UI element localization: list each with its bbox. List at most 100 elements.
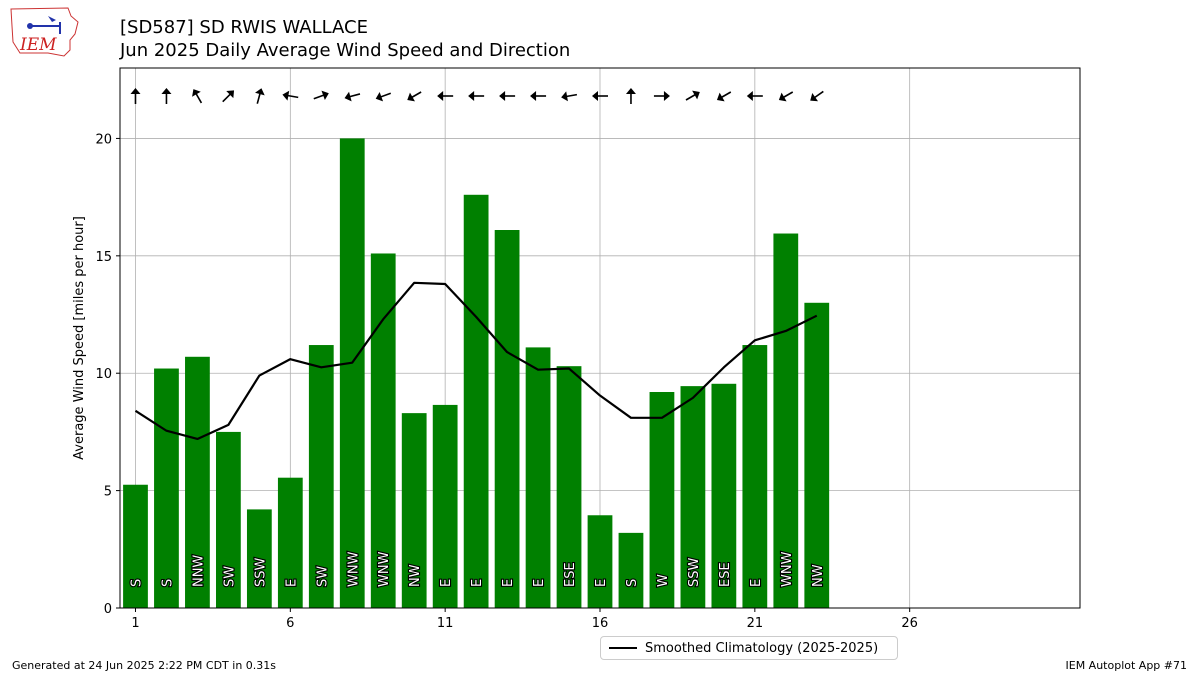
bar-day-6	[277, 477, 303, 608]
wind-arrow-head	[468, 91, 475, 101]
direction-label-day-22: WNW	[780, 551, 795, 587]
bar-day-12	[463, 194, 489, 609]
wind-arrow-day-7	[313, 90, 329, 101]
wind-arrow-day-8	[344, 91, 361, 102]
wind-arrow-shaft	[720, 91, 732, 99]
direction-label-day-12: E	[470, 579, 485, 587]
wind-arrow-head	[692, 90, 700, 100]
wind-arrow-day-22	[778, 91, 794, 102]
direction-label-day-23: NW	[811, 564, 826, 587]
y-axis-label: Average Wind Speed [miles per hour]	[72, 216, 87, 460]
direction-label-day-4: SW	[222, 566, 237, 587]
wind-arrow-head	[778, 92, 787, 102]
legend-line-swatch	[609, 647, 637, 649]
wind-arrow-head	[161, 88, 172, 94]
bar-day-1	[123, 484, 148, 608]
x-tick-label: 6	[286, 616, 294, 631]
bar-day-5	[246, 509, 272, 608]
y-tick-label: 20	[95, 132, 112, 147]
wind-arrow-head	[321, 90, 329, 101]
bar-day-7	[308, 345, 334, 608]
wind-arrow-shaft	[411, 91, 422, 99]
wind-arrow-day-5	[255, 88, 265, 104]
bar-day-20	[711, 383, 737, 608]
bar-day-3	[185, 356, 210, 608]
wind-arrow-day-15	[561, 91, 578, 102]
wind-arrow-day-18	[653, 91, 670, 101]
wind-arrow-day-10	[407, 91, 422, 102]
wind-arrow-shaft	[685, 93, 696, 101]
bar-day-2	[154, 368, 179, 608]
wind-arrow-day-13	[499, 91, 516, 101]
bar-day-23	[804, 302, 830, 608]
wind-arrow-head	[255, 88, 265, 96]
legend-label: Smoothed Climatology (2025-2025)	[645, 640, 879, 656]
wind-arrow-head	[592, 91, 598, 101]
wind-arrow-day-1	[130, 88, 141, 104]
wind-arrow-day-3	[192, 89, 203, 104]
direction-label-day-18: W	[656, 574, 671, 587]
wind-arrow-head	[437, 91, 444, 101]
wind-arrow-head	[716, 92, 725, 102]
bar-day-18	[649, 392, 675, 608]
bar-day-17	[618, 532, 644, 608]
direction-label-day-17: S	[625, 579, 640, 587]
bar-day-13	[494, 230, 520, 608]
iem-logo: IEM	[10, 7, 79, 57]
wind-arrow-shaft	[349, 93, 361, 98]
wind-arrow-shaft	[782, 91, 794, 99]
x-tick-label: 1	[131, 616, 139, 631]
bar-day-19	[680, 386, 706, 608]
wind-arrow-head	[810, 93, 819, 102]
logo-text: IEM	[19, 35, 57, 55]
bar-day-8	[339, 138, 365, 608]
bar-day-4	[216, 431, 241, 608]
bar-day-9	[370, 253, 396, 608]
direction-label-day-16: E	[594, 579, 609, 587]
wind-arrow-day-2	[161, 88, 172, 104]
bar-day-22	[773, 233, 799, 609]
x-tick-label: 11	[437, 616, 454, 631]
wind-arrow-head	[192, 89, 201, 97]
y-tick-label: 10	[95, 367, 112, 382]
bar-day-21	[742, 345, 768, 608]
wind-arrow-day-23	[810, 90, 824, 102]
wind-arrow-head	[226, 90, 235, 99]
direction-label-day-19: SSW	[687, 557, 702, 587]
direction-label-day-13: E	[501, 579, 516, 587]
direction-label-day-5: SSW	[253, 557, 268, 587]
wind-arrow-shaft	[313, 94, 325, 100]
bar-day-16	[587, 515, 613, 608]
wind-arrow-shaft	[287, 94, 299, 99]
wind-arrow-shaft	[222, 93, 232, 103]
chart-title: [SD587] SD RWIS WALLACE	[120, 17, 368, 38]
wind-arrow-day-4	[222, 90, 235, 103]
wind-arrow-head	[625, 88, 636, 94]
wind-arrow-day-16	[592, 91, 608, 101]
wind-arrow-head	[282, 90, 290, 101]
bar-day-14	[525, 347, 551, 608]
wind-arrow-head	[344, 91, 352, 102]
wind-arrow-day-11	[437, 91, 454, 101]
direction-label-day-2: S	[160, 579, 175, 587]
y-tick-label: 5	[104, 485, 112, 500]
direction-label-day-10: NW	[408, 564, 423, 587]
direction-label-day-1: S	[129, 579, 144, 587]
legend: Smoothed Climatology (2025-2025)	[600, 636, 898, 660]
wind-arrow-shaft	[565, 93, 578, 98]
direction-label-day-11: E	[439, 579, 454, 587]
wind-arrow-head	[407, 92, 415, 102]
wind-arrow-day-21	[746, 91, 763, 101]
x-tick-label: 16	[592, 616, 609, 631]
y-tick-label: 0	[104, 602, 112, 617]
wind-arrow-head	[561, 91, 568, 102]
direction-label-day-14: E	[532, 579, 547, 587]
direction-label-day-7: SW	[315, 566, 330, 587]
direction-label-day-15: ESE	[563, 562, 578, 587]
wind-arrow-day-20	[716, 91, 732, 102]
x-tick-label: 26	[901, 616, 918, 631]
y-tick-label: 15	[95, 250, 112, 265]
climatology-line	[134, 281, 818, 441]
wind-arrow-day-12	[468, 91, 485, 101]
wind-arrow-head	[130, 88, 141, 94]
